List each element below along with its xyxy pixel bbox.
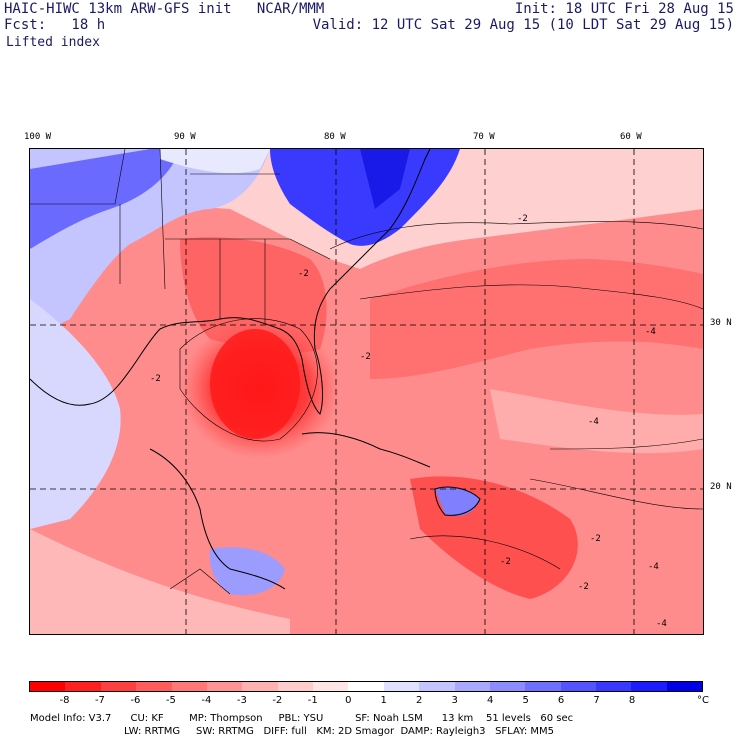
colorbar-tick-label: 3 [451, 695, 458, 706]
coastlines [30, 149, 481, 590]
colorbar-segment [419, 682, 455, 691]
colorbar-segment [525, 682, 561, 691]
colorbar-tick-label: 2 [416, 695, 423, 706]
colorbar-segment [560, 682, 596, 691]
colorbar-segment [206, 682, 243, 691]
colorbar-segment [596, 682, 632, 691]
colorbar-segment [631, 682, 667, 691]
colorbar-segment [489, 682, 526, 691]
lon-label-80w: 80 W [324, 132, 346, 142]
model-title: HAIC-HIWC 13km ARW-GFS init NCAR/MMM [4, 1, 325, 17]
colorbar-tick-label: -4 [201, 695, 212, 706]
colorbar [29, 681, 703, 692]
contour-label: -4 [656, 619, 667, 629]
contour-label: -2 [500, 557, 511, 567]
unstable-region-atlantic [370, 259, 703, 379]
moderate-region-south [30, 529, 290, 634]
graticule [30, 149, 703, 634]
map-svg: -2 -4 -2 -4 -2 -2 -4 -2 -2 -4 -2 [30, 149, 703, 634]
colorbar-segment [277, 682, 313, 691]
colorbar-segment [348, 682, 384, 691]
contour-label-group: -2 -4 -2 -4 -2 -2 -4 -2 -2 -4 -2 [150, 214, 667, 629]
lon-label-100w: 100 W [24, 132, 52, 142]
model-info-line1: Model Info: V3.7 CU: KF MP: Thompson PBL… [30, 713, 574, 724]
stable-region-central-america [209, 547, 285, 596]
forecast-hour: Fcst: 18 h [4, 17, 106, 33]
contour-label: -2 [517, 214, 528, 224]
stable-region-texas-gulf [30, 299, 121, 529]
contour-label: -2 [590, 534, 601, 544]
contour-label: -2 [578, 582, 589, 592]
colorbar-segment [383, 682, 420, 691]
contour-label: -2 [360, 352, 371, 362]
colorbar-segment [171, 682, 207, 691]
political-borders [30, 149, 331, 595]
colorbar-tick-label: 7 [593, 695, 600, 706]
lon-label-70w: 70 W [473, 132, 495, 142]
colorbar-tick-label: -3 [236, 695, 247, 706]
lon-label-60w: 60 W [620, 132, 642, 142]
lat-label-30n: 30 N [710, 318, 732, 328]
moderate-band-atlantic [490, 389, 703, 454]
colorbar-unit: °C [697, 695, 709, 706]
lifted-index-map: -2 -4 -2 -4 -2 -2 -4 -2 -2 -4 -2 [29, 148, 704, 635]
colorbar-tick-label: 6 [557, 695, 565, 706]
stable-region-core [360, 149, 410, 209]
lon-label-90w: 90 W [174, 132, 196, 142]
contour-label: -4 [588, 417, 599, 427]
contour-label: -2 [298, 269, 309, 279]
colorbar-segment [30, 682, 66, 691]
colorbar-tick-label: -2 [272, 695, 283, 706]
colorbar-segment [65, 682, 101, 691]
colorbar-tick-label: -8 [59, 695, 70, 706]
stable-region-mid-atlantic [270, 149, 460, 246]
colorbar-segment [313, 682, 349, 691]
stable-region-ohio [160, 149, 270, 174]
field-name: Lifted index [6, 35, 100, 50]
colorbar-segment [666, 682, 703, 691]
colorbar-tick-label: 1 [380, 695, 387, 706]
unstable-core-gulf [210, 329, 300, 439]
lat-label-20n: 20 N [710, 482, 732, 492]
contour-lines [179, 221, 703, 570]
valid-time: Valid: 12 UTC Sat 29 Aug 15 (10 LDT Sat … [312, 17, 734, 33]
colorbar-tick-label: -7 [94, 695, 105, 706]
colorbar-tick-label: 0 [345, 695, 352, 706]
colorbar-segment [454, 682, 490, 691]
init-time: Init: 18 UTC Fri 28 Aug 15 [514, 1, 734, 17]
colorbar-segment [242, 682, 278, 691]
colorbar-tick-label: 4 [486, 695, 494, 706]
colorbar-segment [136, 682, 172, 691]
stable-region-hispaniola [435, 487, 480, 516]
colorbar-segment [100, 682, 137, 691]
model-info-line2: LW: RRTMG SW: RRTMG DIFF: full KM: 2D Sm… [124, 726, 554, 737]
contour-label: -4 [648, 562, 659, 572]
stable-region-northwest [30, 149, 180, 249]
contour-label: -2 [150, 374, 161, 384]
colorbar-tick-label: 5 [522, 695, 529, 706]
contour-label: -4 [645, 327, 656, 337]
colorbar-tick-label: -6 [130, 695, 141, 706]
colorbar-tick-label: -1 [307, 695, 318, 706]
colorbar-tick-label: -5 [165, 695, 176, 706]
colorbar-tick-label: 8 [628, 695, 636, 706]
